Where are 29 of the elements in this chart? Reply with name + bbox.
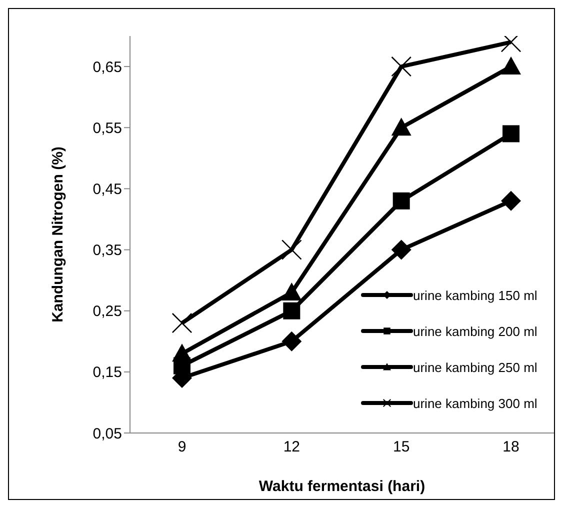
point [392,192,410,210]
point [283,302,300,320]
y-axis-title: Kandungan Nitrogen (%) [49,146,66,322]
y-tick-label: 0,65 [92,58,122,76]
point [282,331,302,352]
point [391,56,412,77]
y-tick-label: 0,05 [92,425,122,442]
x-tick-label: 9 [178,438,186,456]
x-tick-label: 18 [502,438,520,456]
y-tick-label: 0,55 [92,120,122,137]
x-axis-title: Waktu fermentasi (hari) [258,478,426,495]
x-tick-label: 12 [283,438,300,456]
point [391,240,412,260]
x-tick-label: 15 [392,438,410,456]
point [501,190,521,211]
legend-label: urine kambing 150 ml [413,288,538,302]
legend-label: urine kambing 200 ml [413,324,538,338]
y-tick-label: 0,25 [92,303,122,320]
point [502,125,520,142]
point [282,240,302,260]
legend-label: urine kambing 250 ml [413,360,538,374]
point [501,56,521,75]
point [282,282,302,301]
y-tick-label: 0,35 [92,242,122,260]
legend-label: urine kambing 300 ml [413,396,538,410]
y-tick-label: 0,45 [92,181,122,198]
point [391,118,412,136]
y-tick-label: 0,15 [92,364,122,382]
point [172,344,192,362]
